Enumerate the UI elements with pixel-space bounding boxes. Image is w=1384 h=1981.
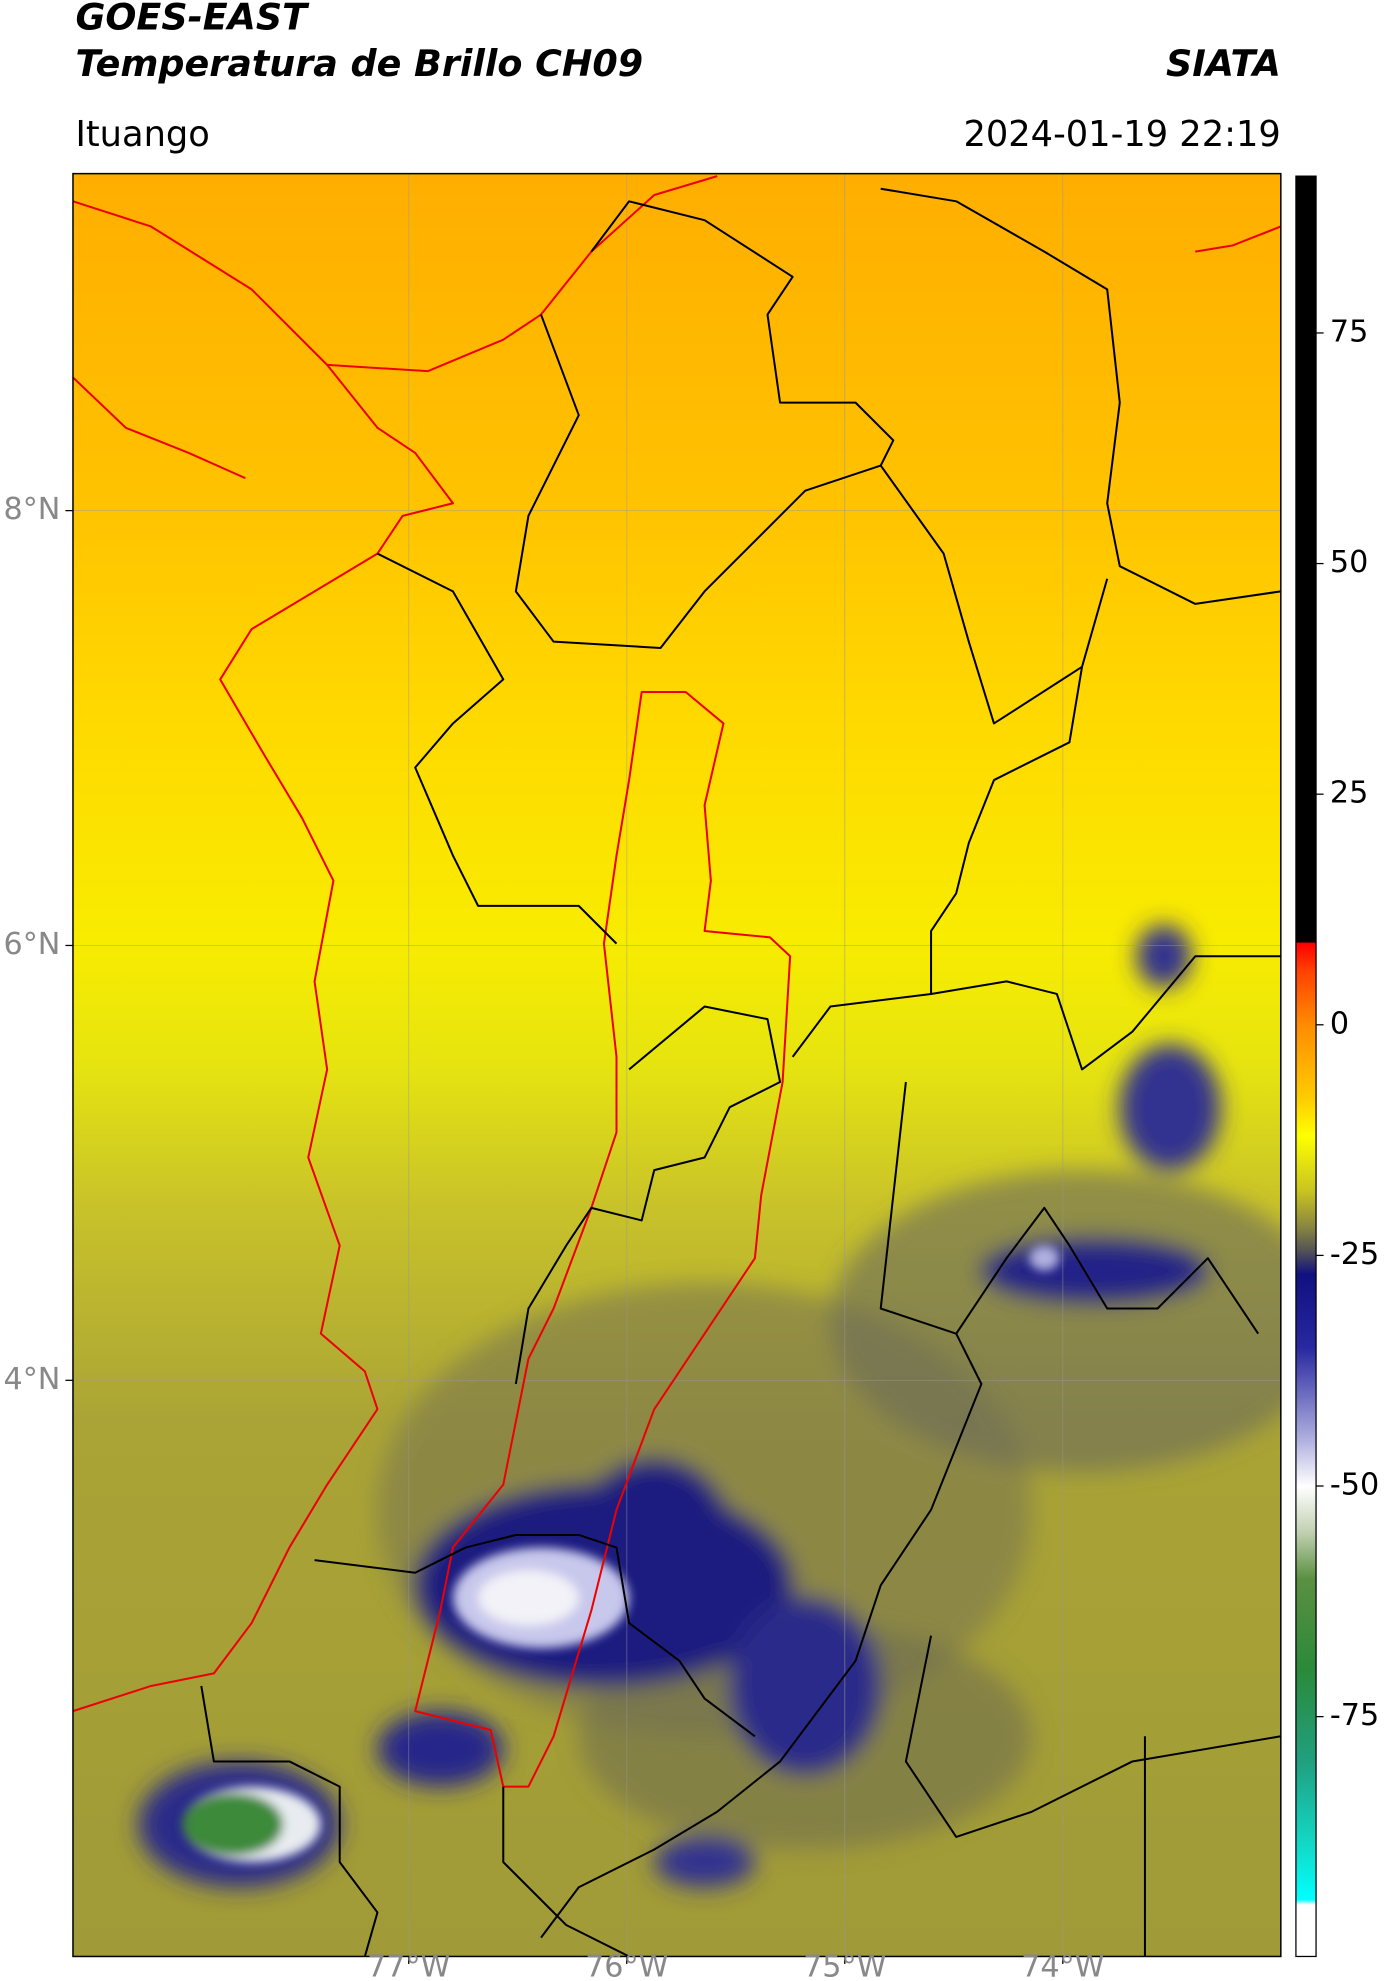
y-tick-label: 6°N: [4, 927, 61, 962]
grid-lines: [72, 173, 1281, 1957]
boundaries: [72, 175, 1281, 1957]
x-tick-label: 77°W: [367, 1949, 450, 1981]
colorbar-tick-label: -50: [1330, 1468, 1379, 1503]
product-title: Temperatura de Brillo CH09: [75, 42, 643, 85]
colorbar-tick-label: 50: [1330, 545, 1368, 580]
x-tick-label: 74°W: [1021, 1949, 1104, 1981]
colorbar-tick-label: 0: [1330, 1006, 1349, 1041]
axes: 77°W 76°W 75°W 74°W 4°N 6°N 8°N -75 -50 -25 0 25 50 7…: [4, 314, 1380, 1981]
colorbar-tick-label: -25: [1330, 1237, 1379, 1272]
colorbar: [1295, 175, 1317, 1958]
colorbar-tick-label: -75: [1330, 1698, 1379, 1733]
y-tick-label: 4°N: [4, 1362, 61, 1397]
map-frame: [72, 172, 1282, 1958]
y-tick-label: 8°N: [4, 492, 61, 527]
colorbar-tick-label: 75: [1330, 314, 1368, 349]
x-tick-label: 76°W: [585, 1949, 668, 1981]
colorbar-tick-label: 25: [1330, 776, 1368, 811]
region: Ituango: [75, 114, 209, 155]
map-image: [72, 173, 1281, 1957]
datetime: 2024-01-19 22:19: [963, 114, 1280, 155]
source: SIATA: [1166, 42, 1281, 85]
satellite-title: GOES-EAST: [75, 0, 310, 38]
x-tick-label: 75°W: [803, 1949, 886, 1981]
